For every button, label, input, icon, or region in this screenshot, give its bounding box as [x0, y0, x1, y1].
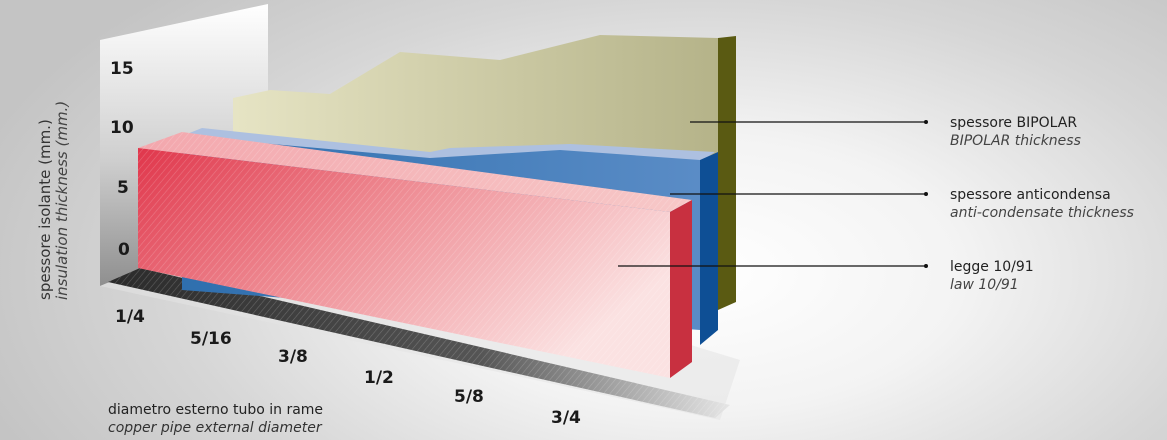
x-tick-5-8: 5/8 [454, 387, 484, 407]
y-axis-label-it: spessore isolante (mm.) [36, 119, 54, 300]
legge-front-hatch [138, 148, 670, 378]
y-axis-label: spessore isolante (mm.) insulation thick… [36, 101, 71, 300]
legend-label-bipolar: spessore BIPOLAR [950, 115, 1077, 131]
legend-label-legge-en: law 10/91 [950, 277, 1019, 293]
x-tick-5-16: 5/16 [190, 329, 232, 349]
legend-bullet-bipolar [924, 120, 928, 124]
y-tick-0: 0 [118, 240, 130, 260]
legend-label-bipolar-en: BIPOLAR thickness [950, 133, 1081, 149]
legge-top-hatch [138, 132, 692, 212]
legend-item-anticondensa: spessore anticondensa anti-condensate th… [670, 187, 1134, 221]
legge-side-face [670, 200, 692, 378]
legend-label-legge: legge 10/91 [950, 259, 1034, 275]
legend-item-legge: legge 10/91 law 10/91 [618, 259, 1034, 293]
x-ticks: 1/4 5/16 3/8 1/2 5/8 3/4 [115, 307, 581, 428]
y-tick-15: 15 [110, 59, 134, 79]
legend-bullet-legge [924, 264, 928, 268]
floor-base-hatch [108, 268, 730, 418]
x-tick-3-8: 3/8 [278, 347, 308, 367]
y-axis-label-en: insulation thickness (mm.) [53, 101, 71, 300]
legend-bullet-anticondensa [924, 192, 928, 196]
y-ticks: 15 10 5 0 [110, 59, 134, 260]
x-tick-3-4: 3/4 [551, 408, 581, 428]
x-axis-label: diametro esterno tubo in rame copper pip… [108, 402, 323, 436]
bipolar-side-face [718, 36, 736, 310]
x-axis-label-en: copper pipe external diameter [108, 420, 323, 436]
x-tick-1-4: 1/4 [115, 307, 145, 327]
x-tick-1-2: 1/2 [364, 368, 394, 388]
legend: spessore BIPOLAR BIPOLAR thickness spess… [618, 115, 1134, 293]
x-axis-label-it: diametro esterno tubo in rame [108, 402, 323, 418]
y-tick-5: 5 [117, 178, 129, 198]
series-legge [138, 132, 692, 378]
y-tick-10: 10 [110, 118, 134, 138]
legend-label-anticondensa-en: anti-condensate thickness [950, 205, 1134, 221]
anticondensa-side-face [700, 152, 718, 345]
legend-item-bipolar: spessore BIPOLAR BIPOLAR thickness [690, 115, 1081, 149]
legend-label-anticondensa: spessore anticondensa [950, 187, 1111, 203]
